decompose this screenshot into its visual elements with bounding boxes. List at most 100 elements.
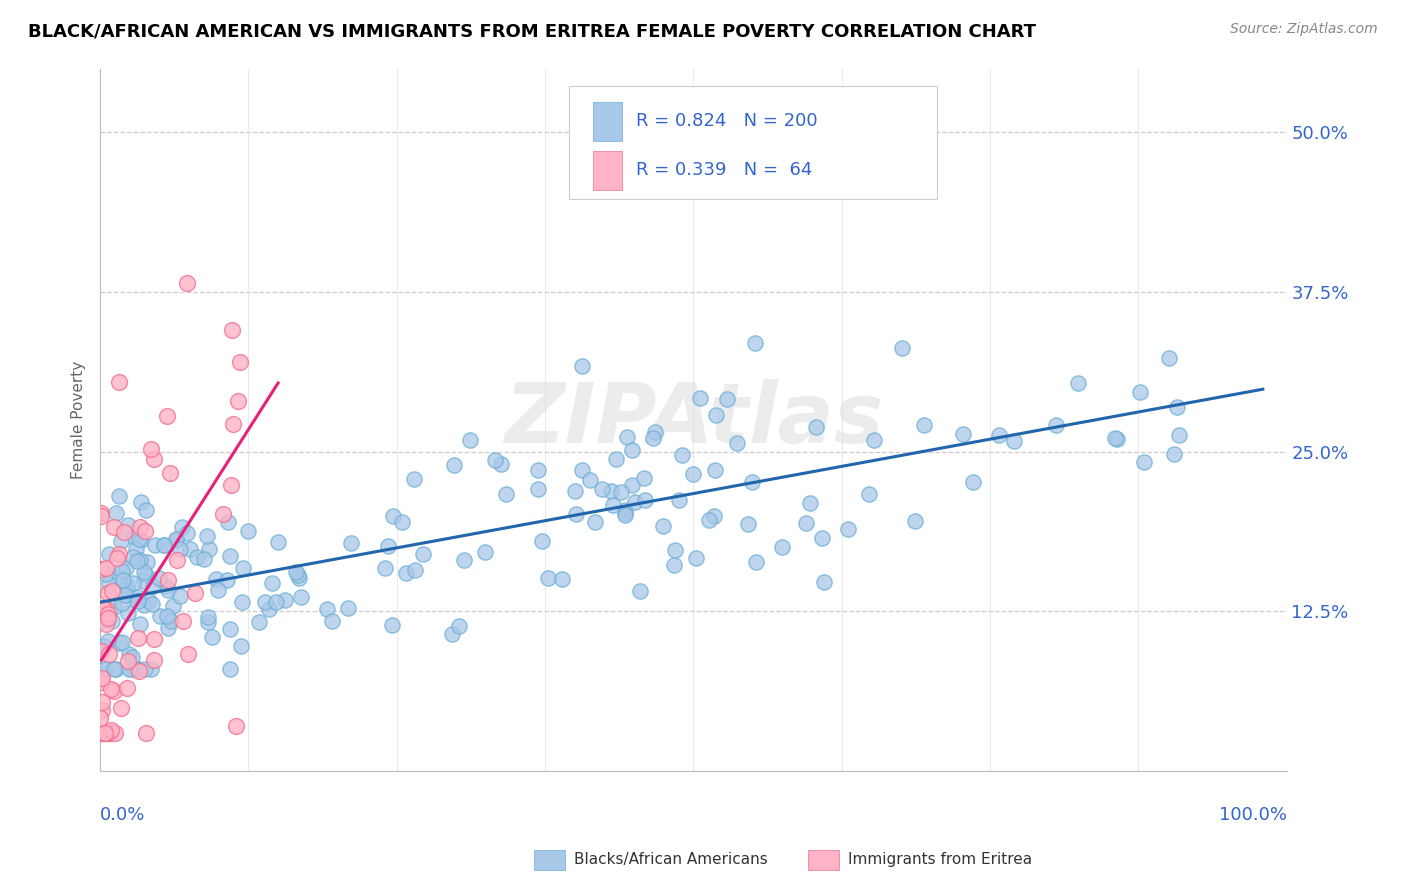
Point xyxy=(94,566,117,581)
Point xyxy=(741,475,763,489)
Point xyxy=(527,463,550,477)
Point xyxy=(634,493,657,508)
Point xyxy=(132,599,155,613)
Point xyxy=(1168,427,1191,442)
Text: Blacks/African Americans: Blacks/African Americans xyxy=(574,853,768,867)
Point xyxy=(136,555,159,569)
Point xyxy=(222,417,245,431)
Point xyxy=(1163,447,1185,461)
Point xyxy=(447,619,470,633)
Point xyxy=(98,726,121,740)
Point xyxy=(193,552,215,566)
Point xyxy=(176,525,198,540)
Point xyxy=(197,615,219,630)
Point xyxy=(217,515,239,529)
Point xyxy=(391,515,413,529)
Point xyxy=(93,662,115,676)
Point xyxy=(115,560,138,574)
Point xyxy=(93,726,115,740)
Point xyxy=(484,452,506,467)
Point xyxy=(703,509,725,524)
Point xyxy=(287,568,309,582)
Point xyxy=(152,538,174,552)
Point xyxy=(1166,400,1188,414)
Point xyxy=(97,547,120,561)
Point xyxy=(91,671,114,685)
Point xyxy=(273,592,295,607)
Point xyxy=(858,486,880,500)
Point xyxy=(744,336,766,351)
Point xyxy=(1105,432,1128,446)
Point xyxy=(689,391,711,405)
Text: BLACK/AFRICAN AMERICAN VS IMMIGRANTS FROM ERITREA FEMALE POVERTY CORRELATION CHA: BLACK/AFRICAN AMERICAN VS IMMIGRANTS FRO… xyxy=(28,22,1036,40)
Point xyxy=(91,600,114,615)
Point xyxy=(195,529,218,543)
Point xyxy=(794,516,817,530)
Point xyxy=(166,553,188,567)
Point xyxy=(179,541,201,556)
Text: ZIPAtlas: ZIPAtlas xyxy=(503,379,883,460)
Point xyxy=(89,726,111,740)
Point xyxy=(134,524,156,538)
Point xyxy=(1133,455,1156,469)
Point xyxy=(374,560,396,574)
Point xyxy=(1067,376,1090,390)
Point xyxy=(620,478,643,492)
Point xyxy=(127,631,149,645)
Point xyxy=(744,555,766,569)
Text: Source: ZipAtlas.com: Source: ZipAtlas.com xyxy=(1230,22,1378,37)
Point xyxy=(172,520,194,534)
Point xyxy=(537,571,560,585)
Point xyxy=(93,726,115,740)
Point xyxy=(664,542,686,557)
Point xyxy=(337,600,360,615)
Point xyxy=(863,433,886,447)
Point xyxy=(682,467,704,481)
Point xyxy=(93,639,115,653)
Point xyxy=(264,595,287,609)
Point xyxy=(89,711,111,725)
Point xyxy=(114,588,136,602)
Point xyxy=(128,664,150,678)
Point xyxy=(704,463,727,477)
Point xyxy=(108,547,131,561)
Point xyxy=(101,614,124,628)
Point xyxy=(495,487,517,501)
Point xyxy=(111,564,134,578)
Point xyxy=(668,492,690,507)
FancyBboxPatch shape xyxy=(569,87,936,199)
Point xyxy=(125,542,148,557)
Point xyxy=(94,662,117,676)
Point xyxy=(165,533,187,548)
Point xyxy=(605,452,627,467)
Point xyxy=(134,566,156,580)
Point xyxy=(904,514,927,528)
Point xyxy=(157,582,180,597)
Point xyxy=(177,647,200,661)
Point xyxy=(139,662,162,676)
Point xyxy=(198,541,221,556)
Point xyxy=(804,420,827,434)
Point xyxy=(94,726,117,740)
Point xyxy=(231,595,253,609)
Point xyxy=(697,513,720,527)
Point xyxy=(643,431,665,445)
Point xyxy=(219,662,242,676)
Point xyxy=(117,585,139,599)
Point xyxy=(94,617,117,632)
Point xyxy=(117,518,139,533)
Point xyxy=(142,579,165,593)
Point xyxy=(186,549,208,564)
Point xyxy=(97,586,120,600)
Point xyxy=(600,484,623,499)
Point xyxy=(97,726,120,740)
Point xyxy=(527,482,550,496)
Point xyxy=(564,483,586,498)
Point xyxy=(115,681,138,695)
Point xyxy=(90,507,112,521)
Point xyxy=(155,579,177,593)
Point xyxy=(131,495,153,509)
Point xyxy=(664,558,686,573)
Point xyxy=(813,574,835,589)
Text: R = 0.824   N = 200: R = 0.824 N = 200 xyxy=(637,112,818,130)
